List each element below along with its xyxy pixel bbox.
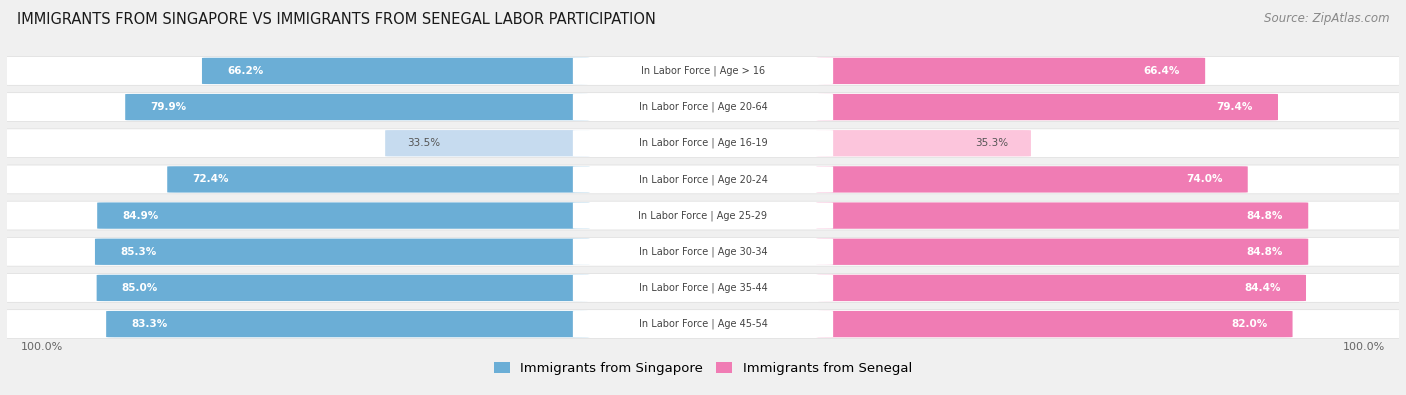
FancyBboxPatch shape (0, 201, 1406, 230)
FancyBboxPatch shape (572, 58, 834, 84)
Text: In Labor Force | Age 35-44: In Labor Force | Age 35-44 (638, 283, 768, 293)
Text: Source: ZipAtlas.com: Source: ZipAtlas.com (1264, 12, 1389, 25)
Text: 79.4%: 79.4% (1216, 102, 1253, 112)
FancyBboxPatch shape (817, 275, 1306, 301)
Text: 66.4%: 66.4% (1143, 66, 1180, 76)
FancyBboxPatch shape (97, 202, 589, 229)
Text: In Labor Force | Age 25-29: In Labor Force | Age 25-29 (638, 210, 768, 221)
FancyBboxPatch shape (572, 311, 834, 337)
FancyBboxPatch shape (125, 94, 589, 120)
Text: 85.0%: 85.0% (122, 283, 157, 293)
FancyBboxPatch shape (572, 94, 834, 120)
Text: 66.2%: 66.2% (226, 66, 263, 76)
Text: In Labor Force | Age > 16: In Labor Force | Age > 16 (641, 66, 765, 76)
Text: 100.0%: 100.0% (21, 342, 63, 352)
Text: 74.0%: 74.0% (1187, 175, 1223, 184)
Text: 100.0%: 100.0% (1343, 342, 1385, 352)
Text: 84.9%: 84.9% (122, 211, 159, 220)
Text: In Labor Force | Age 45-54: In Labor Force | Age 45-54 (638, 319, 768, 329)
Text: In Labor Force | Age 20-24: In Labor Force | Age 20-24 (638, 174, 768, 185)
FancyBboxPatch shape (817, 58, 1205, 84)
FancyBboxPatch shape (572, 275, 834, 301)
Text: 83.3%: 83.3% (131, 319, 167, 329)
FancyBboxPatch shape (0, 93, 1406, 122)
FancyBboxPatch shape (0, 129, 1406, 158)
Text: 85.3%: 85.3% (120, 247, 156, 257)
FancyBboxPatch shape (572, 239, 834, 265)
FancyBboxPatch shape (97, 275, 589, 301)
Text: 35.3%: 35.3% (976, 138, 1008, 148)
FancyBboxPatch shape (0, 237, 1406, 266)
Text: IMMIGRANTS FROM SINGAPORE VS IMMIGRANTS FROM SENEGAL LABOR PARTICIPATION: IMMIGRANTS FROM SINGAPORE VS IMMIGRANTS … (17, 12, 655, 27)
Text: In Labor Force | Age 20-64: In Labor Force | Age 20-64 (638, 102, 768, 112)
Text: 84.8%: 84.8% (1247, 211, 1284, 220)
FancyBboxPatch shape (0, 310, 1406, 339)
FancyBboxPatch shape (107, 311, 589, 337)
Text: In Labor Force | Age 30-34: In Labor Force | Age 30-34 (638, 246, 768, 257)
FancyBboxPatch shape (817, 94, 1278, 120)
FancyBboxPatch shape (817, 166, 1247, 193)
FancyBboxPatch shape (0, 273, 1406, 302)
Text: 79.9%: 79.9% (150, 102, 187, 112)
Text: 84.4%: 84.4% (1244, 283, 1281, 293)
FancyBboxPatch shape (817, 202, 1308, 229)
FancyBboxPatch shape (96, 239, 589, 265)
FancyBboxPatch shape (202, 58, 589, 84)
FancyBboxPatch shape (385, 130, 589, 156)
FancyBboxPatch shape (0, 165, 1406, 194)
Text: In Labor Force | Age 16-19: In Labor Force | Age 16-19 (638, 138, 768, 149)
FancyBboxPatch shape (817, 130, 1031, 156)
Text: 82.0%: 82.0% (1232, 319, 1267, 329)
FancyBboxPatch shape (817, 311, 1292, 337)
Text: 84.8%: 84.8% (1247, 247, 1284, 257)
FancyBboxPatch shape (572, 166, 834, 193)
Legend: Immigrants from Singapore, Immigrants from Senegal: Immigrants from Singapore, Immigrants fr… (489, 356, 917, 380)
Text: 72.4%: 72.4% (193, 175, 229, 184)
FancyBboxPatch shape (572, 130, 834, 156)
FancyBboxPatch shape (817, 239, 1308, 265)
FancyBboxPatch shape (572, 202, 834, 229)
FancyBboxPatch shape (167, 166, 589, 193)
FancyBboxPatch shape (0, 56, 1406, 85)
Text: 33.5%: 33.5% (408, 138, 440, 148)
